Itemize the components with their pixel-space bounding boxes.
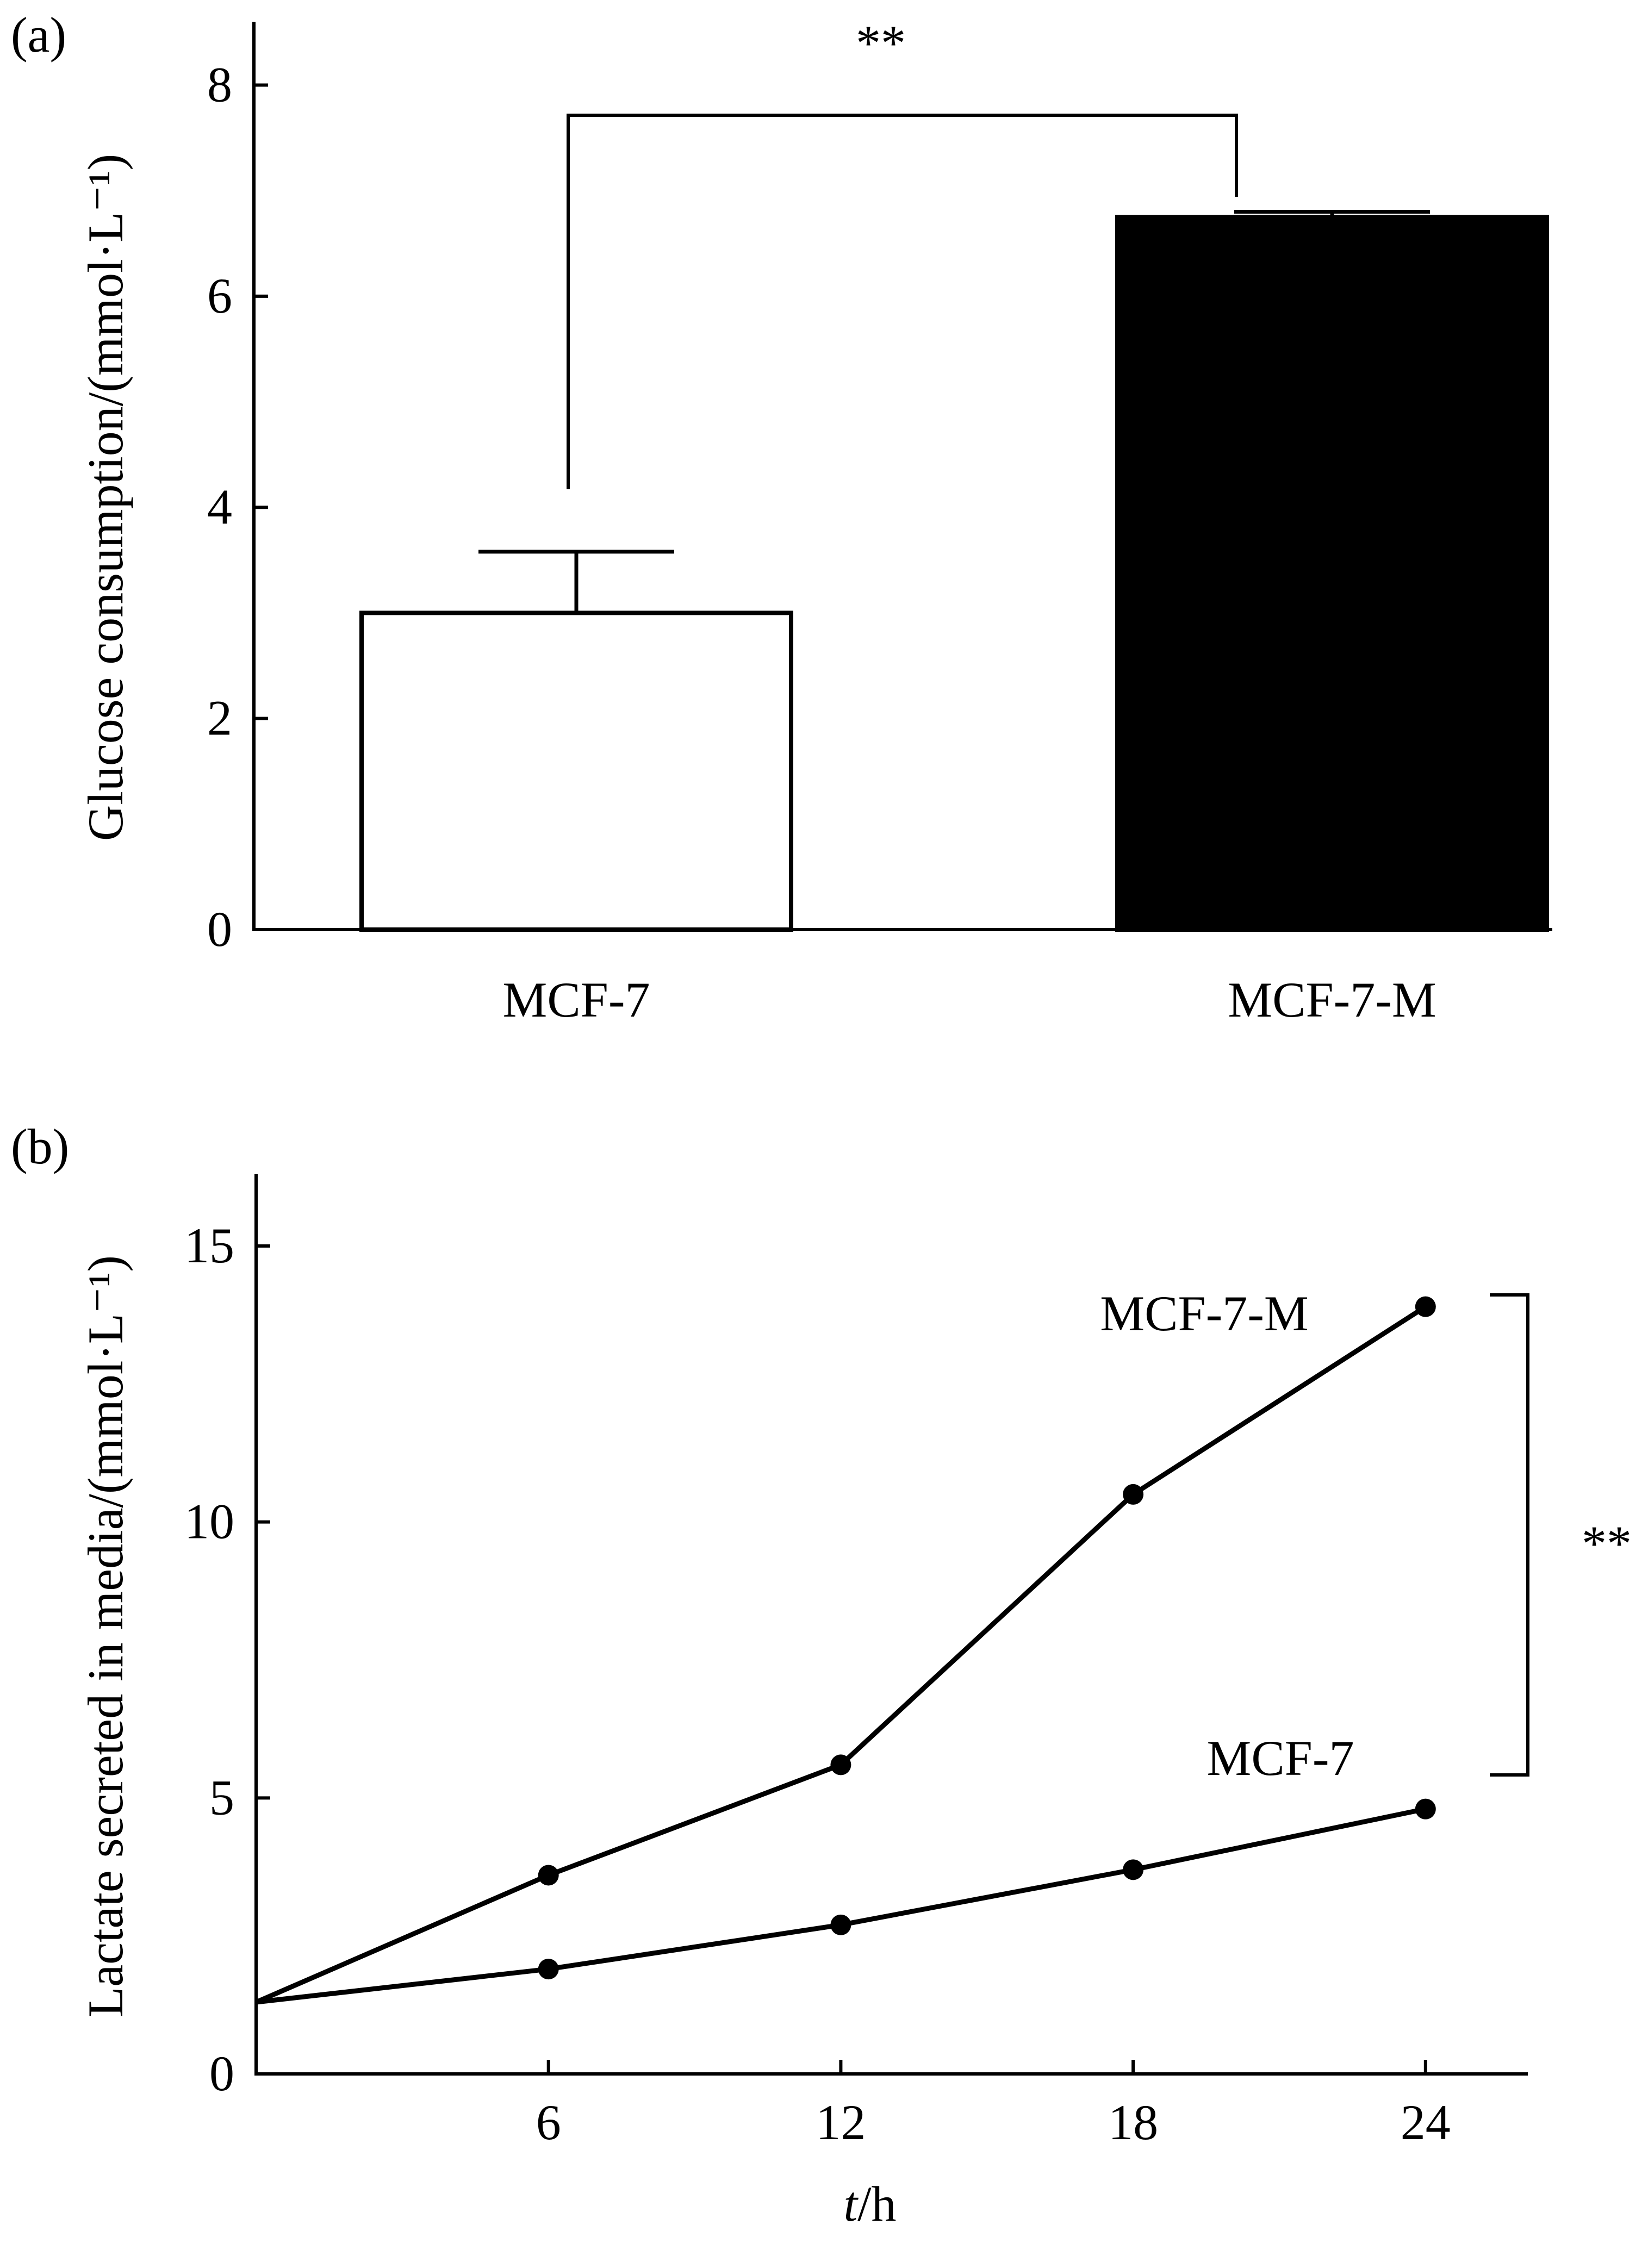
panel-b-y-ticks: 0 5 10 15 <box>184 1218 270 2101</box>
data-point-mcf-7-m <box>538 1865 559 1886</box>
y-tick-label: 5 <box>209 1769 234 1825</box>
panel-a-label: (a) <box>11 7 66 63</box>
panel-a-significance-marker: ** <box>856 15 906 71</box>
series-line-mcf-7 <box>256 1806 1426 2005</box>
x-axis-label-unit: /h <box>857 2176 897 2232</box>
data-point-mcf-7 <box>830 1914 851 1935</box>
y-tick-label: 10 <box>184 1494 234 1549</box>
panel-b-series <box>255 1296 1436 2005</box>
series-label-mcf7m: MCF-7-M <box>1100 1286 1308 1341</box>
y-tick-label: 0 <box>209 2046 234 2101</box>
panel-a-glucose-chart: (a) Glucose consumption/(mmol·L⁻¹) 0 2 4 6 8… <box>11 7 1552 1027</box>
panel-a-y-axis-label: Glucose consumption/(mmol·L⁻¹) <box>78 154 133 841</box>
y-tick-label: 0 <box>207 901 232 957</box>
y-tick-label: 4 <box>207 479 232 534</box>
panel-b-lactate-chart: (b) Lactate secreted in media/(mmol·L⁻¹)… <box>11 1119 1632 2232</box>
x-tick-label: 24 <box>1401 2095 1451 2150</box>
panel-a-error-bars <box>478 210 1430 613</box>
panel-a-category-labels: MCF-7 MCF-7-M <box>503 972 1436 1027</box>
panel-b-y-axis-label: Lactate secreted in media/(mmol·L⁻¹) <box>78 1255 133 2017</box>
data-point-mcf-7-m <box>1415 1296 1436 1317</box>
x-axis-label-variable: t <box>843 2176 859 2232</box>
panel-a-bars <box>359 215 1549 932</box>
series-label-mcf7: MCF-7 <box>1207 1730 1354 1786</box>
panel-b-label: (b) <box>11 1119 69 1174</box>
bar-mcf-7 <box>359 610 793 932</box>
data-point-mcf-7-m <box>830 1754 851 1775</box>
panel-b-x-axis-label: t/h <box>843 2176 896 2232</box>
panel-a-significance-bracket <box>567 114 1238 489</box>
y-tick-label: 8 <box>207 57 232 113</box>
data-point-mcf-7 <box>538 1959 559 1980</box>
data-point-mcf-7 <box>1415 1798 1436 1820</box>
data-point-mcf-7-m <box>1123 1484 1144 1505</box>
x-tick-label: 12 <box>816 2095 866 2150</box>
category-label: MCF-7-M <box>1228 972 1436 1027</box>
x-tick-label: 6 <box>536 2095 561 2150</box>
y-tick-label: 2 <box>207 690 232 746</box>
panel-a-y-ticks: 0 2 4 6 8 <box>207 57 268 957</box>
panel-b-significance-bracket <box>1490 1293 1529 1777</box>
panel-b-x-ticks: 6 12 18 24 <box>536 2060 1451 2150</box>
category-label: MCF-7 <box>503 972 650 1027</box>
y-tick-label: 15 <box>184 1218 234 1273</box>
bar-mcf-7-m <box>1115 215 1549 932</box>
x-tick-label: 18 <box>1108 2095 1158 2150</box>
panel-b-significance-marker: ** <box>1582 1516 1632 1571</box>
data-point-mcf-7 <box>1123 1859 1144 1880</box>
y-tick-label: 6 <box>207 268 232 323</box>
series-line-mcf-7-m <box>255 1304 1427 2005</box>
